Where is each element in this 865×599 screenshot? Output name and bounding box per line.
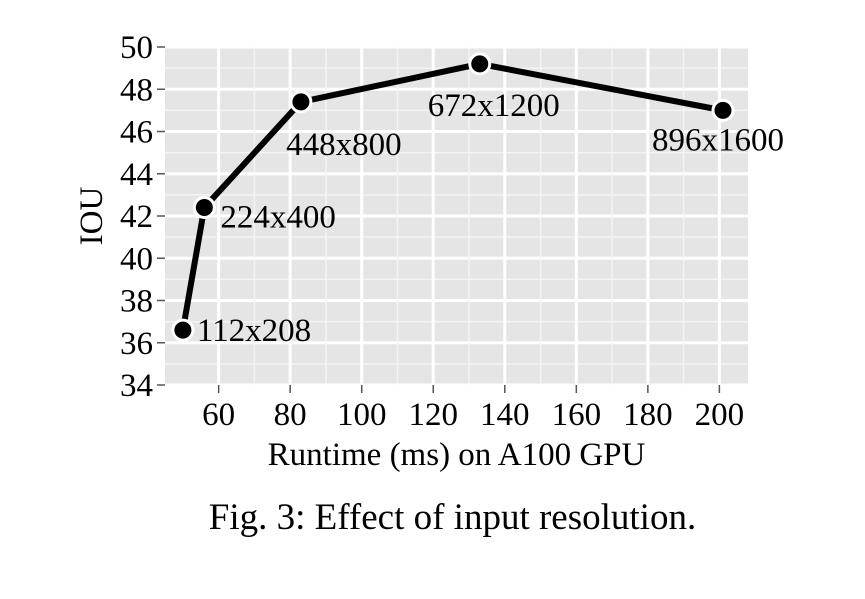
data-point: [289, 90, 313, 114]
point-label: 448x800: [286, 127, 402, 163]
y-tick-label: 38: [120, 284, 153, 320]
y-tick-label: 44: [120, 157, 153, 193]
x-tick-label: 200: [695, 397, 745, 433]
x-tick-label: 100: [337, 397, 387, 433]
x-axis-title: Runtime (ms) on A100 GPU: [268, 437, 646, 473]
x-tick-label: 160: [552, 397, 602, 433]
y-tick-label: 42: [120, 199, 153, 235]
point-label: 672x1200: [428, 88, 560, 124]
x-tick-label: 80: [274, 397, 307, 433]
point-labels: 112x208 224x400 448x800 672x1200 896x1600: [197, 88, 784, 349]
y-tick-label: 48: [120, 72, 153, 108]
data-point: [171, 318, 195, 342]
series: [171, 52, 735, 342]
x-tick-label: 120: [409, 397, 459, 433]
y-tick-label: 34: [120, 368, 153, 404]
y-axis-title: IOU: [74, 187, 110, 246]
grid: [165, 45, 748, 387]
y-tick-label: 40: [120, 241, 153, 277]
data-point: [468, 52, 492, 76]
y-tick-label: 50: [120, 30, 153, 66]
y-tick-label: 46: [120, 115, 153, 151]
x-tick-label: 140: [480, 397, 530, 433]
point-label: 224x400: [220, 200, 336, 236]
data-point: [192, 196, 216, 220]
y-tick-label: 36: [120, 326, 153, 362]
data-point: [711, 98, 735, 122]
x-tick-label: 60: [202, 397, 235, 433]
point-label: 112x208: [197, 313, 311, 349]
x-tick-label: 180: [623, 397, 673, 433]
chart: 34 36 38 40 42 44 46 48 50 60 80 100 120 140 160 180 200…: [74, 30, 784, 473]
ticks: 34 36 38 40 42 44 46 48 50 60 80 100 120 140 160 180 200: [120, 30, 744, 433]
figure-caption: Fig. 3: Effect of input resolution.: [208, 497, 697, 538]
point-label: 896x1600: [652, 122, 784, 158]
